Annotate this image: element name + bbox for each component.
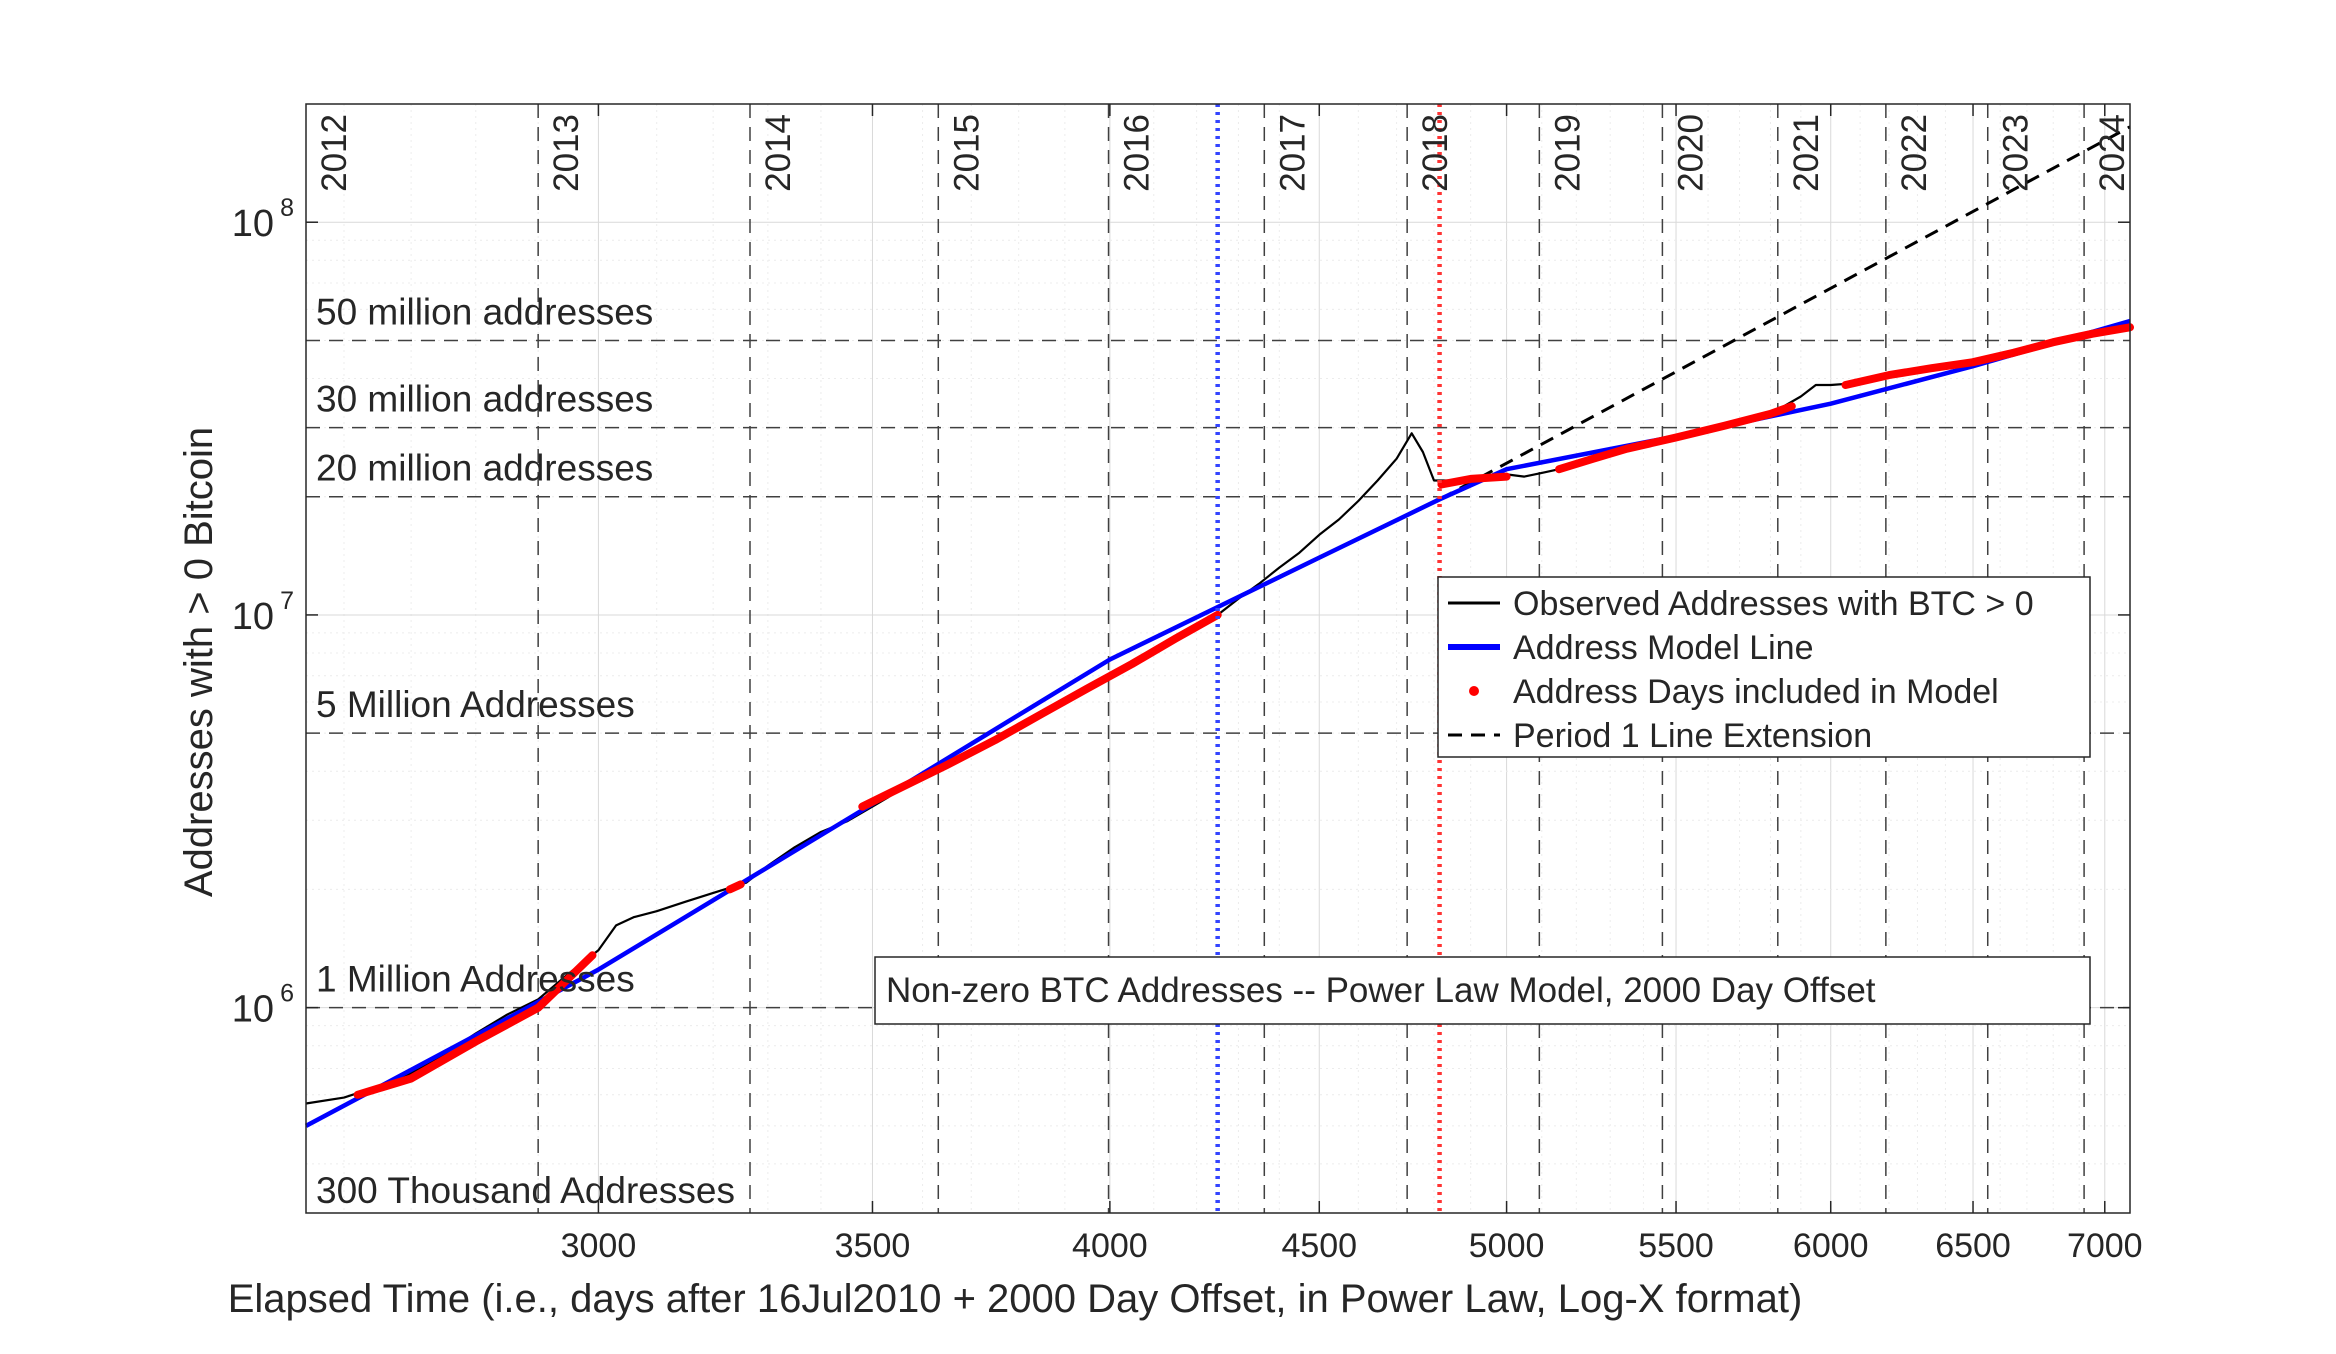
series-included-segment xyxy=(1437,472,1511,489)
year-label: 2012 xyxy=(315,114,354,192)
y-tick-label: 10 xyxy=(232,596,274,638)
legend-item-extension: Period 1 Line Extension xyxy=(1448,717,1872,755)
series-included-segment xyxy=(725,880,745,894)
year-labels: 2012 2013 2014 2015 2016 2017 2018 2019 2020 2021… xyxy=(315,114,2132,192)
year-label: 2020 xyxy=(1671,114,1710,192)
year-label: 2017 xyxy=(1273,114,1312,192)
threshold-label: 20 million addresses xyxy=(316,448,653,489)
year-label: 2015 xyxy=(947,114,986,192)
y-tick-exponent: 8 xyxy=(280,194,294,222)
y-tick-exponent: 7 xyxy=(280,587,294,615)
year-label: 2019 xyxy=(1548,114,1587,192)
x-tick-label: 5500 xyxy=(1638,1227,1714,1265)
x-tick-label: 3000 xyxy=(561,1227,637,1265)
series-included-segment xyxy=(858,610,1222,811)
series-included-segment xyxy=(1555,402,1796,474)
legend-item-model: Address Model Line xyxy=(1448,629,1814,667)
threshold-label: 5 Million Addresses xyxy=(316,684,635,725)
year-label: 2018 xyxy=(1416,114,1455,192)
y-tick-label: 10 xyxy=(232,203,274,245)
legend-label-extension: Period 1 Line Extension xyxy=(1513,717,1872,755)
legend: Observed Addresses with BTC > 0 Address … xyxy=(1437,576,2091,758)
year-label: 2013 xyxy=(547,114,586,192)
year-label: 2014 xyxy=(759,114,798,192)
threshold-label: 30 million addresses xyxy=(316,379,653,420)
series-model-line xyxy=(304,318,2131,1128)
y-tick-label: 10 xyxy=(232,989,274,1031)
x-tick-label: 3500 xyxy=(835,1227,911,1265)
series-layer xyxy=(304,125,2134,1128)
plot-frame xyxy=(305,103,2131,1214)
year-label: 2023 xyxy=(1997,114,2036,192)
threshold-label: 50 million addresses xyxy=(316,291,653,332)
x-tick-label: 6000 xyxy=(1793,1227,1869,1265)
threshold-labels: 50 million addresses 30 million addresses… xyxy=(316,291,735,1211)
x-axis-label: Elapsed Time (i.e., days after 16Jul2010… xyxy=(228,1277,1803,1321)
chart-title: Non-zero BTC Addresses -- Power Law Mode… xyxy=(886,971,1876,1010)
x-tick-label: 6500 xyxy=(1935,1227,2011,1265)
year-label: 2024 xyxy=(2093,114,2132,192)
x-tick-label: 4000 xyxy=(1072,1227,1148,1265)
legend-label-observed: Observed Addresses with BTC > 0 xyxy=(1513,585,2034,623)
year-label: 2022 xyxy=(1895,114,1934,192)
year-label: 2016 xyxy=(1118,114,1157,192)
y-axis-label: Addresses with > 0 Bitcoin xyxy=(177,427,221,897)
year-label: 2021 xyxy=(1787,114,1826,192)
series-included-segment xyxy=(353,951,597,1099)
series-included-segment xyxy=(1841,323,2134,389)
x-tick-label: 5000 xyxy=(1469,1227,1545,1265)
threshold-label: 1 Million Addresses xyxy=(316,959,635,1000)
legend-label-model: Address Model Line xyxy=(1513,629,1814,667)
series-observed-line xyxy=(305,324,2131,1105)
x-tick-label: 4500 xyxy=(1281,1227,1357,1265)
x-tick-label: 7000 xyxy=(2067,1227,2143,1265)
legend-item-included: Address Days included in Model xyxy=(1469,673,1999,711)
series-extension-line xyxy=(1438,125,2131,501)
title-box: Non-zero BTC Addresses -- Power Law Mode… xyxy=(874,956,2091,1025)
legend-item-observed: Observed Addresses with BTC > 0 xyxy=(1448,585,2034,623)
legend-label-included: Address Days included in Model xyxy=(1513,673,1999,711)
y-tick-exponent: 6 xyxy=(280,980,294,1008)
threshold-label: 300 Thousand Addresses xyxy=(316,1170,735,1211)
